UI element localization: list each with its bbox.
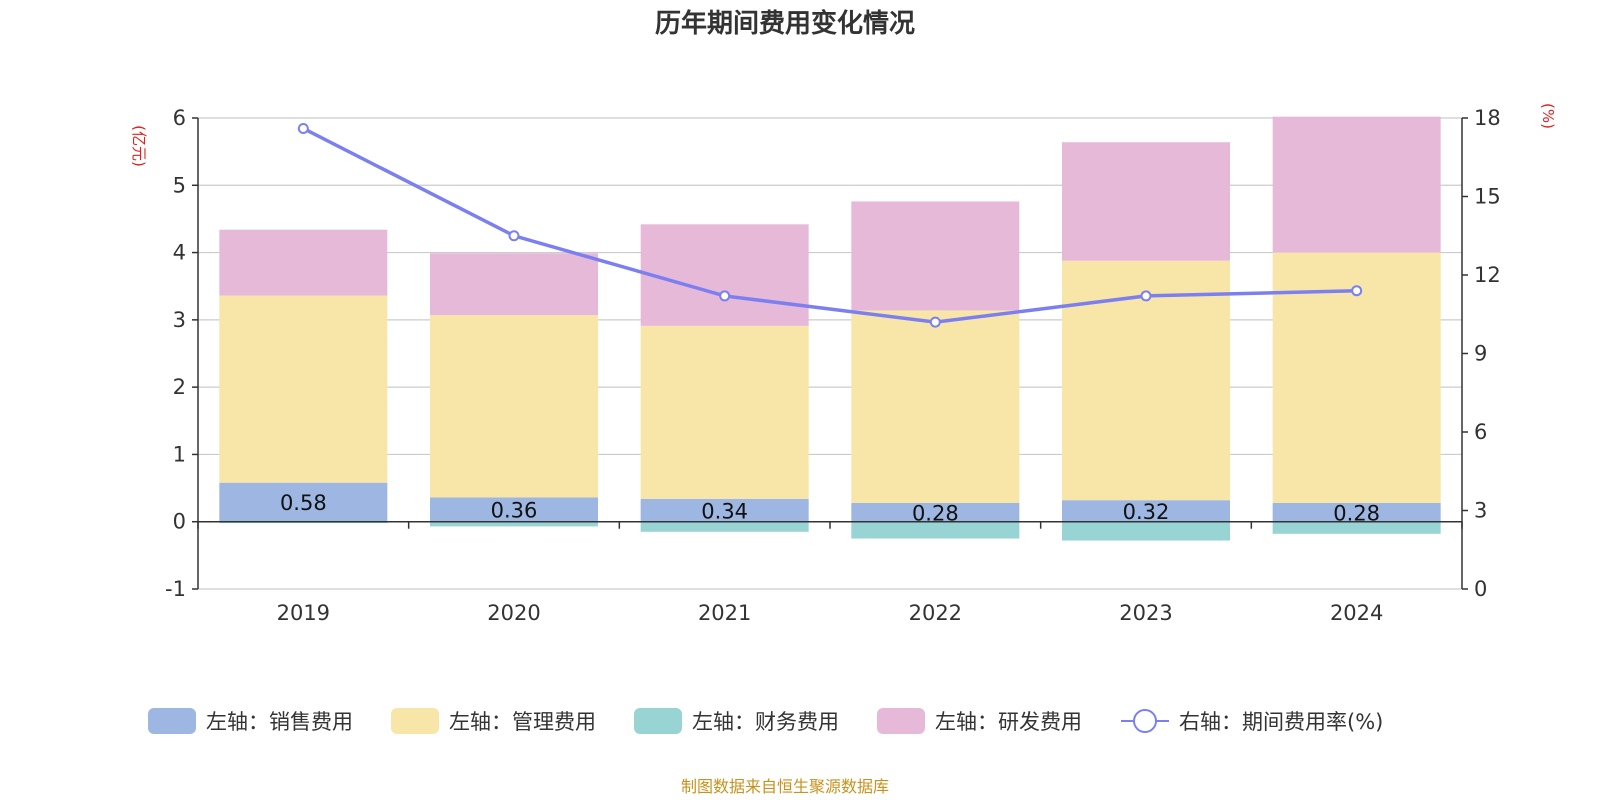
legend-swatch (877, 708, 925, 734)
right-axis-tick-label: 0 (1474, 577, 1487, 601)
bar-2023-series-3 (1062, 142, 1230, 261)
bar-2022-series-2 (851, 521, 1020, 539)
bar-2021-series-3 (640, 224, 809, 326)
left-axis-tick-label: 4 (173, 241, 186, 265)
legend: 左轴：销售费用 左轴：管理费用 左轴：财务费用 左轴：研发费用 右轴：期间费用率(%) (148, 708, 1383, 734)
bar-2021-series-1 (640, 325, 809, 499)
right-axis-tick-label: 3 (1474, 499, 1487, 523)
x-axis-label: 2020 (487, 601, 540, 625)
bar-2019-series-1 (219, 295, 388, 483)
bar-2022-series-3 (851, 201, 1020, 311)
legend-label: 左轴：财务费用 (692, 710, 839, 734)
bar-layer (219, 116, 1441, 541)
bar-2019-series-3 (219, 229, 388, 296)
rate-point-2023 (1140, 290, 1152, 302)
bar-2023-series-0 (1062, 500, 1230, 522)
chart-title: 历年期间费用变化情况 (655, 8, 915, 39)
legend-label: 右轴：期间费用率(%) (1179, 710, 1383, 734)
left-axis-tick-label: 6 (173, 106, 186, 130)
rate-line-layer (297, 122, 1363, 328)
x-axis-label: 2021 (698, 601, 751, 625)
legend-swatch (634, 708, 682, 734)
bar-2020-series-0 (430, 497, 598, 522)
bar-2020-series-3 (430, 253, 598, 316)
bar-2023-series-2 (1062, 521, 1230, 541)
bar-2024-series-0 (1272, 502, 1441, 522)
legend-swatch (148, 708, 196, 734)
bar-2019-series-0 (219, 482, 388, 522)
bar-2021-series-2 (640, 521, 809, 532)
x-axis-label: 2023 (1119, 601, 1172, 625)
bar-2024-series-3 (1272, 116, 1441, 253)
grid-lines (198, 117, 1462, 590)
left-axis-tick-label: 5 (173, 173, 186, 197)
right-axis-tick-label: 6 (1474, 420, 1487, 444)
x-axis-label: 2019 (277, 601, 330, 625)
bar-2022-series-1 (851, 310, 1020, 503)
rate-line (302, 126, 1357, 324)
bar-2020-series-1 (430, 315, 598, 498)
right-axis-unit: (%) (1539, 103, 1557, 129)
data-label-layer: 0.58 0.36 0.34 0.28 0.32 0.28 (280, 491, 1380, 525)
legend-label: 左轴：研发费用 (935, 710, 1082, 734)
x-axis-label: 2022 (909, 601, 962, 625)
source-note: 制图数据来自恒生聚源数据库 (681, 777, 889, 796)
data-label: 0.58 (280, 491, 327, 515)
rate-point-2022 (929, 316, 941, 328)
data-label: 0.28 (912, 501, 959, 525)
rate-point-2019 (297, 122, 309, 134)
left-axis-tick-label: 3 (173, 308, 186, 332)
right-axis-tick-label: 12 (1474, 263, 1501, 287)
right-axis-tick-label: 9 (1474, 342, 1487, 366)
data-label: 0.34 (701, 499, 748, 523)
rate-point-2024 (1351, 285, 1363, 297)
bar-2022-series-0 (851, 502, 1020, 522)
legend-label: 左轴：销售费用 (206, 710, 353, 734)
x-axis-label: 2024 (1330, 601, 1383, 625)
right-axis-tick-label: 18 (1474, 106, 1501, 130)
left-axis-tick-label: 1 (173, 442, 186, 466)
legend-swatch (391, 708, 439, 734)
data-label: 0.36 (491, 499, 538, 523)
data-label: 0.32 (1123, 500, 1170, 524)
rate-point-2021 (719, 290, 731, 302)
left-axis-unit: (亿元) (130, 125, 148, 167)
legend-marker (1133, 709, 1157, 733)
legend-label: 左轴：管理费用 (449, 710, 596, 734)
left-axis-tick-label: 0 (173, 510, 186, 534)
data-label: 0.28 (1333, 501, 1380, 525)
bar-2021-series-0 (640, 498, 809, 522)
bar-2024-series-2 (1272, 521, 1441, 534)
right-axis-tick-label: 15 (1474, 185, 1501, 209)
left-axis-tick-label: -1 (165, 577, 186, 601)
bar-2020-series-2 (430, 521, 598, 527)
rate-point-2020 (508, 230, 520, 242)
left-axis-tick-label: 2 (173, 375, 186, 399)
